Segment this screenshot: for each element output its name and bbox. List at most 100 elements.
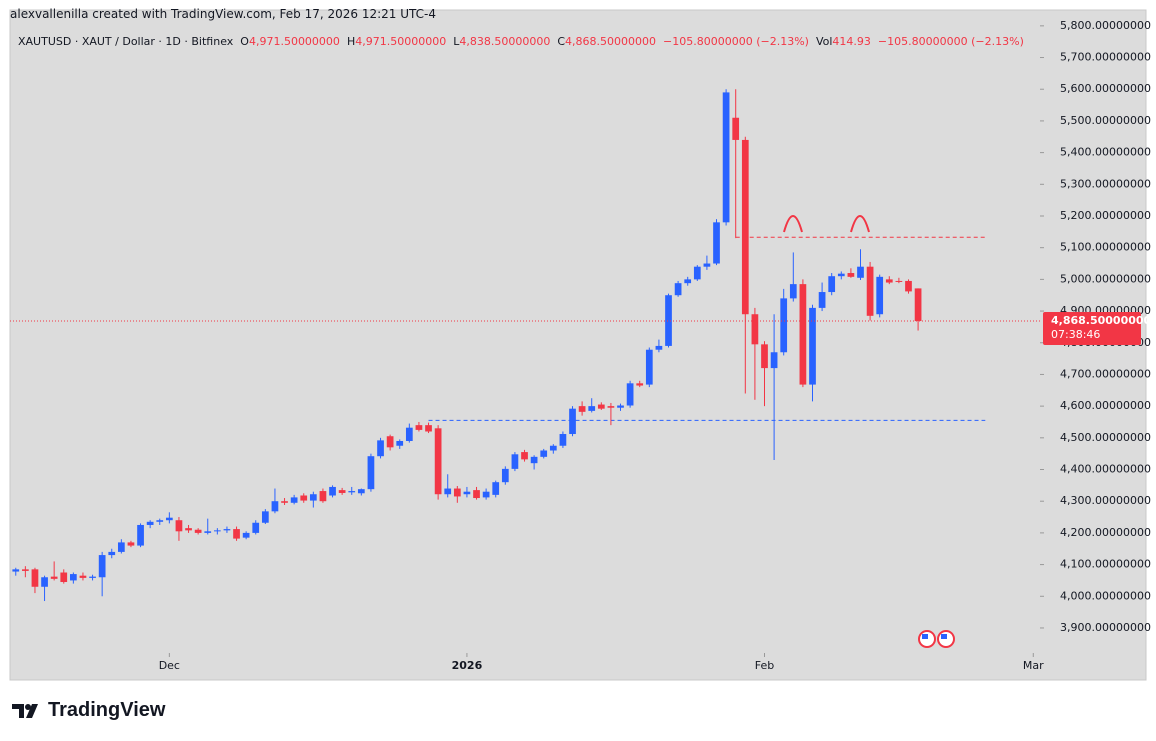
candle-body [386, 436, 394, 448]
y-tick-label: 4,100.00000000 [1060, 558, 1151, 571]
change: −105.80000000 (−2.13%) [663, 35, 809, 48]
candle-body [905, 280, 912, 292]
candle-body [837, 273, 845, 277]
countdown: 07:38:46 [1051, 328, 1100, 341]
candle-body [415, 425, 423, 430]
y-tick-label: 4,000.00000000 [1060, 589, 1151, 602]
annotation-arc [850, 215, 870, 233]
candle-body [156, 520, 164, 522]
brand-logo [12, 703, 38, 718]
candle-body [770, 352, 778, 369]
candle-body [98, 555, 106, 578]
last-price-label: 4,868.50000000 [1051, 314, 1152, 327]
candle-body [319, 491, 327, 502]
ohlc-field: O4,971.50000000 [240, 35, 340, 48]
candle-body [866, 266, 874, 316]
candle-body [12, 569, 20, 572]
candle-body [876, 276, 884, 315]
volume-change: −105.80000000 (−2.13%) [877, 35, 1024, 48]
candle-body [751, 314, 759, 345]
candle-body [741, 139, 749, 315]
y-tick-label: 3,900.00000000 [1060, 621, 1151, 634]
plot-area [12, 89, 986, 602]
candle-body [146, 521, 154, 525]
candle-body [405, 427, 413, 441]
candle-body [127, 542, 135, 546]
candle-body [194, 529, 202, 533]
credit: alexvallenilla created with TradingView.… [10, 7, 436, 21]
candle-body [818, 292, 826, 308]
candle-body [540, 450, 548, 457]
candle-body [693, 266, 701, 280]
candle-body [789, 284, 797, 299]
ohlc-field: C4,868.50000000 [557, 35, 656, 48]
candle-body [636, 383, 644, 386]
candle-body [21, 569, 29, 571]
candle-body [857, 266, 864, 278]
candle-body [434, 428, 442, 495]
candle-body [914, 288, 922, 322]
candle-body [665, 295, 672, 346]
candle-body [175, 520, 183, 532]
candle-body [261, 511, 269, 523]
candle-body [847, 273, 855, 277]
candle-body [521, 452, 528, 460]
annotation-arc [783, 215, 803, 233]
candle-body [453, 488, 461, 497]
ohlc-fields: O4,971.50000000 H4,971.50000000 L4,838.500… [240, 35, 656, 48]
candle-body [348, 491, 356, 493]
candle-body [41, 577, 48, 587]
candle-body [799, 284, 807, 385]
candle-body [31, 569, 39, 587]
candle-body [732, 117, 740, 140]
candle-body [780, 298, 788, 353]
candle-body [597, 404, 605, 409]
candle-body [501, 468, 509, 483]
ohlc-field: H4,971.50000000 [347, 35, 446, 48]
candle-body [761, 344, 768, 369]
candle-body [69, 574, 77, 581]
candle-body [242, 532, 250, 538]
y-tick-label: 5,000.00000000 [1060, 272, 1151, 285]
candle-body [530, 456, 538, 464]
x-tick-label: Dec [159, 659, 180, 672]
event-icons [918, 630, 955, 648]
candle-body [79, 575, 87, 578]
candle-body [425, 425, 432, 432]
candle-body [165, 517, 173, 521]
candle-body [655, 345, 663, 350]
field-label: O [240, 35, 249, 48]
candle-body [463, 491, 471, 495]
candle-body [281, 501, 288, 503]
chart-frame [9, 9, 1147, 681]
y-tick-label: 5,100.00000000 [1060, 241, 1151, 254]
candle-body [329, 486, 336, 496]
volume-label: Vol [815, 35, 833, 48]
symbol: XAUTUSD · XAUT / Dollar · 1D · Bitfinex [18, 35, 234, 48]
candle-body [569, 408, 576, 435]
volume: 414.93 [832, 35, 871, 48]
last-price-tag [1043, 312, 1141, 346]
candle-body [396, 440, 404, 446]
candle-body [482, 491, 490, 498]
legend: XAUTUSD · XAUT / Dollar · 1D · Bitfinex … [18, 35, 1024, 48]
candle-body [367, 456, 375, 490]
candle-body [492, 482, 500, 495]
candle-body [108, 551, 116, 556]
candle-body [895, 280, 903, 282]
brand-name: TradingView [48, 699, 166, 721]
candle-body [60, 572, 68, 583]
y-tick-label: 4,700.00000000 [1060, 367, 1151, 380]
candle-body [809, 307, 816, 385]
candle-body [607, 406, 615, 408]
candle-body [223, 529, 231, 531]
candle-body [444, 488, 452, 495]
x-tick-label: Mar [1023, 659, 1044, 672]
candle-body [684, 279, 692, 284]
candle-body [233, 529, 240, 539]
y-tick-label: 4,600.00000000 [1060, 399, 1151, 412]
field-value: 4,971.50000000 [248, 35, 340, 48]
candle-body [588, 406, 596, 411]
